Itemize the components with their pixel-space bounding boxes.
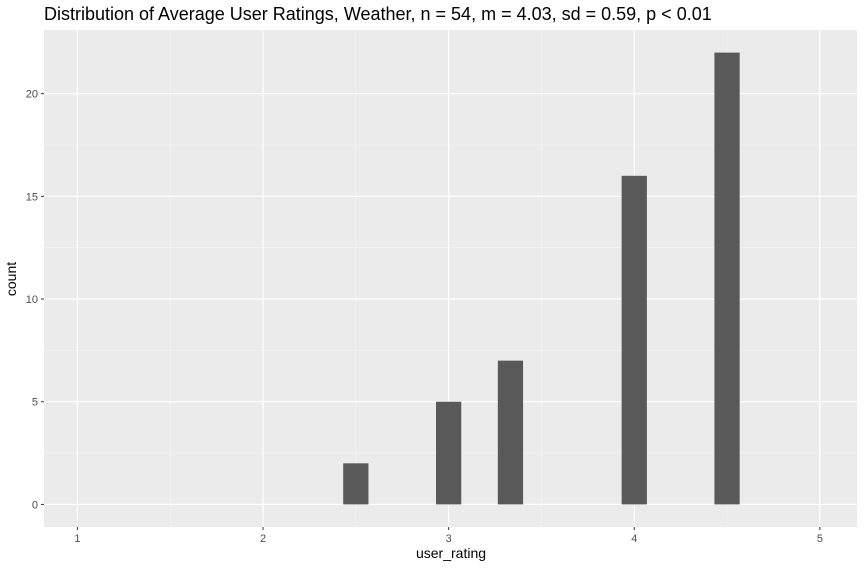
chart-title: Distribution of Average User Ratings, We…	[44, 4, 712, 24]
x-tick-label: 3	[446, 533, 452, 545]
x-axis: 1 2 3 4 5	[74, 527, 823, 545]
y-tick-label: 10	[26, 294, 38, 306]
x-tick-label: 2	[260, 533, 266, 545]
y-tick-label: 5	[32, 397, 38, 409]
x-axis-title: user_rating	[416, 545, 486, 561]
x-tick-label: 1	[74, 533, 80, 545]
histogram-bar	[621, 175, 647, 505]
y-tick-label: 0	[32, 499, 38, 511]
histogram-bar	[497, 360, 524, 505]
bars-layer	[343, 52, 740, 505]
x-tick-label: 5	[817, 533, 823, 545]
histogram-bar	[436, 401, 462, 505]
histogram-bar	[343, 463, 369, 505]
histogram-bar	[714, 52, 740, 505]
y-axis: 0 5 10 15 20	[26, 89, 44, 511]
y-axis-title: count	[3, 262, 19, 296]
y-tick-label: 20	[26, 89, 38, 101]
y-tick-label: 15	[26, 191, 38, 203]
x-tick-label: 4	[631, 533, 637, 545]
